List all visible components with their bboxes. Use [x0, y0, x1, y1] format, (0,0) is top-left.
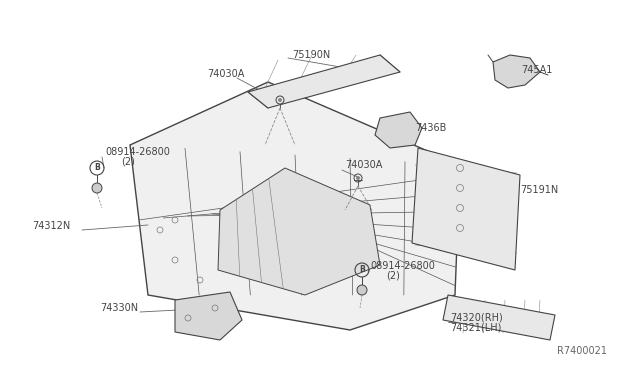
- Text: 74030A: 74030A: [207, 69, 244, 79]
- Text: 75190N: 75190N: [292, 50, 330, 60]
- Text: 75191N: 75191N: [520, 185, 558, 195]
- Polygon shape: [443, 295, 555, 340]
- Polygon shape: [130, 82, 460, 330]
- Text: 74330N: 74330N: [100, 303, 138, 313]
- Text: 74320(RH): 74320(RH): [450, 313, 503, 323]
- Text: R7400021: R7400021: [557, 346, 607, 356]
- Text: 08914-26800: 08914-26800: [370, 261, 435, 271]
- Circle shape: [357, 285, 367, 295]
- Text: 745A1: 745A1: [521, 65, 552, 75]
- Circle shape: [92, 183, 102, 193]
- Text: 08914-26800: 08914-26800: [105, 147, 170, 157]
- Text: B: B: [359, 266, 365, 275]
- Text: (2): (2): [386, 271, 400, 281]
- Text: 7436B: 7436B: [415, 123, 446, 133]
- Circle shape: [278, 98, 282, 102]
- Polygon shape: [493, 55, 540, 88]
- Polygon shape: [412, 148, 520, 270]
- Polygon shape: [248, 55, 400, 108]
- Circle shape: [356, 176, 360, 180]
- Polygon shape: [375, 112, 422, 148]
- Text: 74321(LH): 74321(LH): [450, 323, 501, 333]
- Text: 74312N: 74312N: [32, 221, 70, 231]
- Text: (2): (2): [121, 157, 135, 167]
- Polygon shape: [175, 292, 242, 340]
- Polygon shape: [218, 168, 380, 295]
- Text: 74030A: 74030A: [345, 160, 382, 170]
- Text: B: B: [94, 164, 100, 173]
